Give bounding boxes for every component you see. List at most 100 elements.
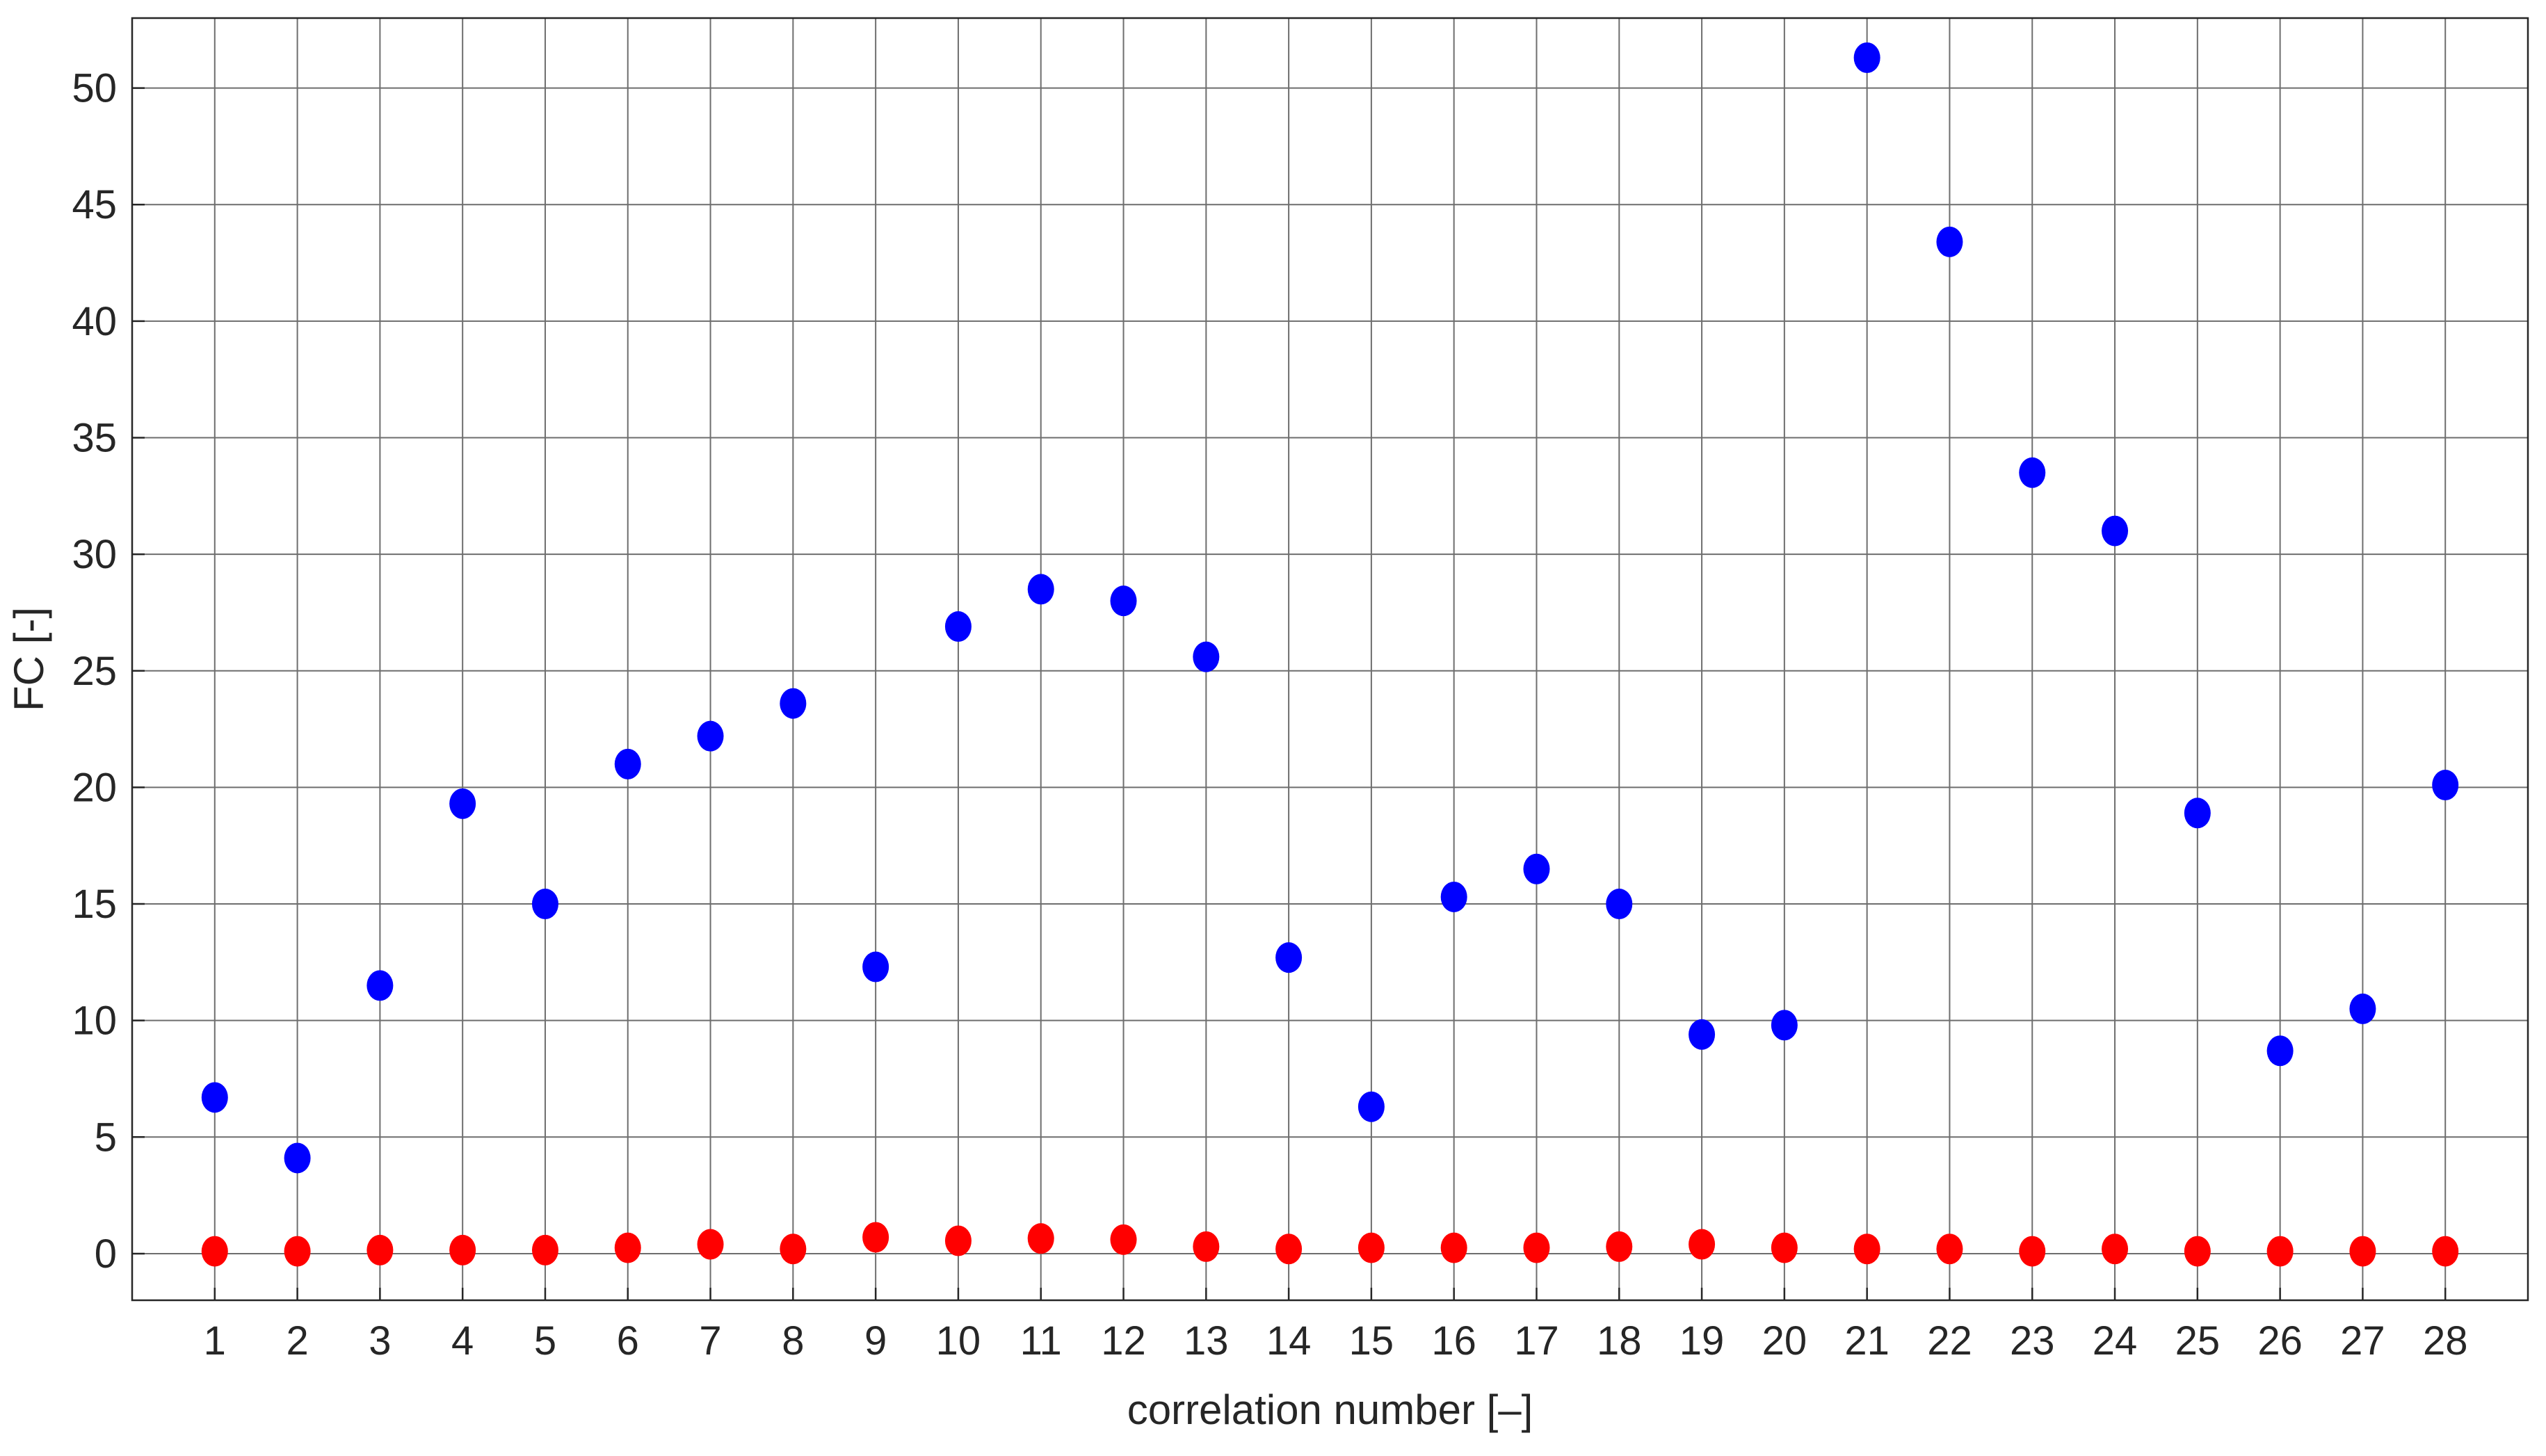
red-data-point: [1275, 1233, 1303, 1265]
red-data-point: [449, 1234, 476, 1265]
y-axis-label: FC [-]: [6, 607, 52, 711]
y-tick-label: 10: [72, 998, 117, 1044]
red-data-point: [862, 1222, 889, 1253]
y-tick-label: 25: [72, 649, 117, 694]
red-data-point: [697, 1229, 724, 1260]
data-points: [201, 42, 2459, 1267]
blue-data-point: [2266, 1035, 2294, 1067]
red-data-point: [1523, 1232, 1550, 1263]
x-tick-label: 19: [1679, 1318, 1725, 1364]
blue-data-point: [614, 748, 641, 779]
blue-data-point: [2102, 515, 2129, 547]
x-tick-label: 20: [1762, 1318, 1807, 1364]
red-data-point: [1853, 1233, 1880, 1265]
blue-data-point: [1027, 574, 1054, 605]
blue-data-point: [449, 788, 476, 819]
blue-data-point: [1110, 585, 1137, 617]
y-tick-label: 45: [72, 182, 117, 227]
x-tick-label: 14: [1266, 1318, 1312, 1364]
x-tick-label: 17: [1514, 1318, 1559, 1364]
blue-data-point: [284, 1142, 311, 1174]
x-tick-label: 10: [936, 1318, 981, 1364]
grid: [132, 18, 2528, 1300]
red-data-point: [780, 1233, 807, 1265]
blue-data-point: [1440, 881, 1467, 912]
blue-data-point: [1523, 853, 1550, 884]
x-tick-label: 18: [1597, 1318, 1642, 1364]
red-data-point: [2184, 1236, 2211, 1267]
y-tick-label: 15: [72, 882, 117, 927]
red-data-point: [1440, 1232, 1467, 1263]
blue-data-point: [2432, 770, 2459, 801]
blue-data-point: [2349, 993, 2376, 1024]
x-tick-label: 15: [1349, 1318, 1394, 1364]
x-tick-label: 27: [2340, 1318, 2385, 1364]
x-tick-label: 13: [1184, 1318, 1229, 1364]
blue-data-point: [201, 1082, 228, 1113]
red-data-point: [201, 1236, 228, 1267]
series-2: [201, 1222, 2459, 1267]
blue-data-point: [1771, 1010, 1798, 1041]
y-tick-label: 50: [72, 66, 117, 111]
red-data-point: [531, 1234, 558, 1265]
y-tick-label: 0: [95, 1231, 117, 1277]
x-tick-label: 24: [2093, 1318, 2138, 1364]
x-tick-label: 6: [617, 1318, 639, 1364]
x-tick-label: 9: [864, 1318, 887, 1364]
red-data-point: [1357, 1232, 1385, 1263]
blue-data-point: [1275, 942, 1303, 973]
y-tick-label: 35: [72, 415, 117, 460]
red-data-point: [1606, 1231, 1633, 1262]
y-tick-label: 20: [72, 765, 117, 810]
red-data-point: [1027, 1223, 1054, 1254]
x-tick-label: 22: [1927, 1318, 1972, 1364]
red-data-point: [614, 1232, 641, 1263]
blue-data-point: [2019, 457, 2046, 488]
x-tick-label: 25: [2175, 1318, 2221, 1364]
x-tick-label: 2: [286, 1318, 308, 1364]
y-tick-label: 40: [72, 299, 117, 344]
blue-data-point: [1193, 641, 1220, 672]
tick-marks: [132, 87, 2447, 1300]
blue-data-point: [1606, 889, 1633, 920]
blue-data-point: [531, 889, 558, 920]
axes-box: [131, 17, 2529, 1302]
x-tick-label: 28: [2423, 1318, 2468, 1364]
red-data-point: [2019, 1236, 2046, 1267]
red-data-point: [366, 1234, 394, 1265]
blue-data-point: [2184, 798, 2211, 829]
red-data-point: [2432, 1236, 2459, 1267]
red-data-point: [1110, 1224, 1137, 1255]
x-tick-label: 21: [1844, 1318, 1890, 1364]
blue-data-point: [366, 970, 394, 1001]
series-1: [201, 42, 2459, 1174]
x-tick-label: 7: [699, 1318, 721, 1364]
blue-data-point: [1936, 226, 1963, 257]
x-axis-label: correlation number [–]: [1127, 1386, 1533, 1433]
x-tick-label: 26: [2257, 1318, 2303, 1364]
blue-data-point: [780, 688, 807, 719]
y-tick-label: 30: [72, 532, 117, 577]
red-data-point: [944, 1225, 972, 1256]
y-tick-label: 5: [95, 1115, 117, 1160]
x-tick-label: 3: [369, 1318, 391, 1364]
red-data-point: [1936, 1233, 1963, 1265]
red-data-point: [284, 1236, 311, 1267]
blue-data-point: [862, 951, 889, 982]
red-data-point: [2349, 1236, 2376, 1267]
x-tick-label: 16: [1431, 1318, 1476, 1364]
y-tick-labels: 0 5 10 15 20 25 30 35 40 45 50: [72, 66, 117, 1277]
x-tick-label: 11: [1020, 1318, 1062, 1364]
x-tick-label: 4: [451, 1318, 474, 1364]
blue-data-point: [697, 720, 724, 752]
x-tick-label: 8: [782, 1318, 804, 1364]
x-tick-labels: 1 2 3 4 5 6 7 8 9 10 11 12 13 14 15 16 17 18 19 20 21 22 23 24 2…: [204, 1318, 2468, 1364]
x-tick-label: 5: [534, 1318, 556, 1364]
blue-data-point: [1689, 1019, 1716, 1050]
red-data-point: [2102, 1233, 2129, 1265]
blue-data-point: [1853, 42, 1880, 73]
red-data-point: [2266, 1236, 2294, 1267]
red-data-point: [1193, 1231, 1220, 1262]
